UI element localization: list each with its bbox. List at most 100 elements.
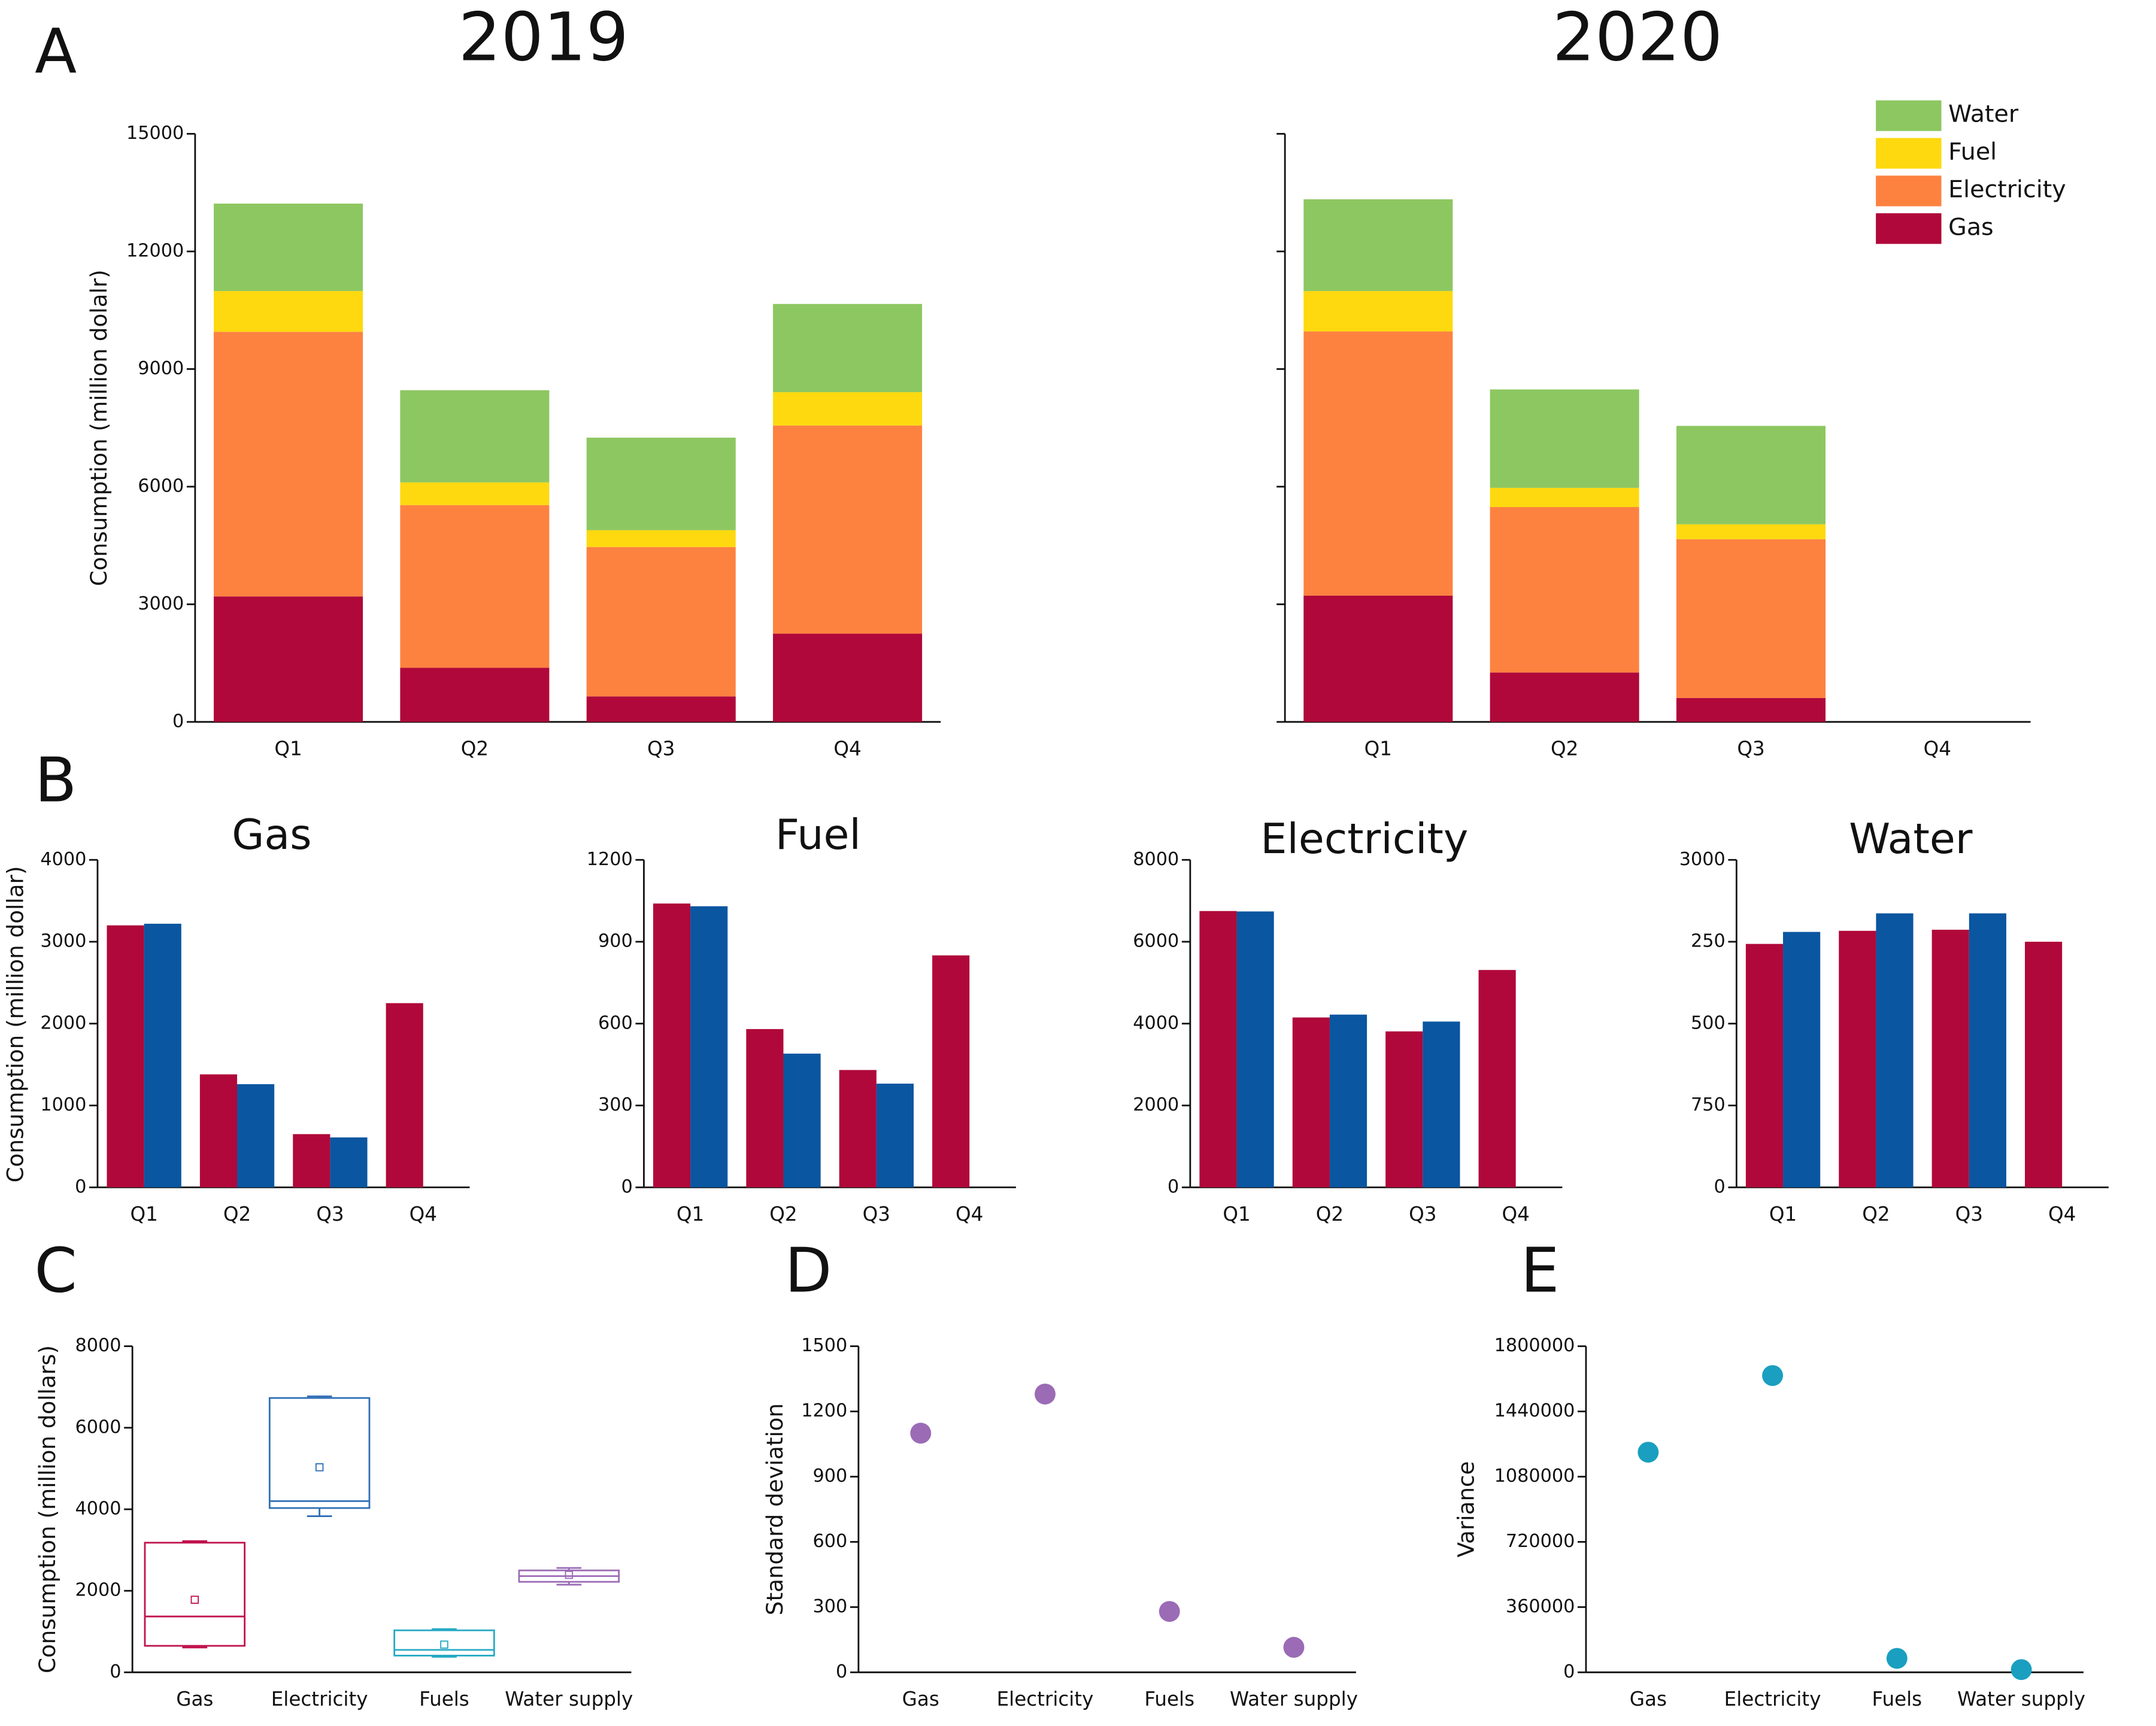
- bar: [1236, 911, 1274, 1188]
- point: [1159, 1601, 1180, 1622]
- y-tick-label: 1000: [40, 1094, 86, 1115]
- bar: [690, 906, 728, 1188]
- x-tick-label: Q2: [223, 1203, 251, 1226]
- bar: [293, 1134, 330, 1188]
- panel-label: A: [35, 16, 77, 87]
- x-tick-label: Gas: [176, 1688, 213, 1710]
- bar: [1839, 930, 1876, 1188]
- y-axis-label: Variance: [1453, 1461, 1479, 1558]
- panel-label: B: [35, 745, 77, 816]
- bar: [1931, 929, 1969, 1188]
- x-tick-label: Q4: [833, 737, 861, 760]
- y-tick-label: 4000: [1133, 1012, 1179, 1033]
- y-tick-label: 1800000: [1494, 1335, 1575, 1356]
- y-tick-label: 1200: [587, 849, 633, 870]
- bar: [2025, 942, 2063, 1188]
- x-tick-label: Q3: [647, 737, 675, 760]
- bar-segment: [1303, 291, 1453, 332]
- bar-segment: [1490, 506, 1639, 673]
- bar: [1745, 944, 1784, 1188]
- bar-segment: [773, 633, 923, 722]
- y-tick-label: 0: [836, 1661, 847, 1682]
- y-tick-label: 1200: [801, 1400, 847, 1421]
- bar: [144, 923, 181, 1188]
- y-tick-label: 3000: [138, 593, 184, 614]
- bar: [746, 1029, 784, 1188]
- y-tick-label: 600: [598, 1012, 633, 1033]
- box: [144, 1542, 246, 1647]
- x-tick-label: Q1: [130, 1203, 157, 1226]
- chart-title: Electricity: [1260, 815, 1468, 863]
- y-axis-label: Consumption (million dollars): [34, 1345, 60, 1673]
- y-tick-label: 360000: [1506, 1596, 1575, 1617]
- bar: [237, 1084, 275, 1188]
- y-tick-label: 900: [598, 931, 633, 952]
- bar-segment: [1490, 672, 1639, 722]
- x-tick-label: Electricity: [271, 1688, 368, 1710]
- chart-title: 2020: [1552, 0, 1723, 77]
- bar-segment: [1490, 389, 1639, 488]
- x-tick-label: Q2: [1551, 737, 1578, 760]
- x-tick-label: Fuels: [1872, 1688, 1922, 1710]
- y-tick-label: 8000: [1133, 849, 1179, 870]
- y-tick-label: 0: [110, 1661, 121, 1682]
- x-tick-label: Q1: [1223, 1203, 1250, 1226]
- bar-segment: [586, 530, 736, 547]
- y-tick-label: 4000: [75, 1498, 122, 1519]
- y-tick-label: 600: [813, 1531, 848, 1552]
- point: [910, 1422, 932, 1444]
- legend-swatch: [1876, 175, 1942, 207]
- legend-label: Water: [1948, 101, 2019, 128]
- bar: [876, 1084, 914, 1188]
- x-tick-label: Water supply: [1230, 1688, 1358, 1710]
- point: [1762, 1365, 1784, 1387]
- y-tick-label: 900: [813, 1466, 848, 1487]
- y-tick-label: 3000: [40, 931, 86, 952]
- bar-segment: [400, 482, 550, 505]
- x-tick-label: Q4: [410, 1203, 437, 1226]
- chart-title: 2019: [459, 0, 629, 77]
- bar: [1199, 911, 1237, 1188]
- x-tick-label: Q1: [677, 1203, 704, 1226]
- x-tick-label: Q3: [1737, 737, 1764, 760]
- x-tick-label: Fuels: [419, 1688, 469, 1710]
- x-tick-label: Q3: [316, 1203, 344, 1226]
- legend-label: Gas: [1948, 213, 1994, 241]
- chart-title: Gas: [232, 811, 311, 859]
- y-tick-label: 2000: [75, 1580, 122, 1601]
- y-tick-label: 12000: [126, 240, 184, 261]
- bar: [1876, 913, 1914, 1188]
- y-tick-label: 8000: [75, 1335, 122, 1356]
- chart-title: Water: [1849, 815, 1973, 863]
- y-tick-label: 2000: [1133, 1094, 1179, 1115]
- x-tick-label: Q4: [1924, 737, 1951, 760]
- bar: [1329, 1014, 1367, 1188]
- bar-segment: [1676, 524, 1826, 539]
- point: [1638, 1442, 1659, 1463]
- bar-segment: [773, 304, 923, 393]
- bar: [1969, 913, 2006, 1188]
- bar-segment: [1490, 487, 1639, 507]
- y-tick-label: 9000: [138, 358, 184, 379]
- bar-segment: [586, 438, 736, 530]
- mean-marker: [565, 1570, 574, 1579]
- chart-title: Fuel: [775, 811, 861, 859]
- bar-segment: [1303, 595, 1453, 722]
- bar: [1423, 1021, 1460, 1188]
- bar: [653, 903, 691, 1188]
- legend-label: Electricity: [1948, 175, 2066, 203]
- bar-segment: [1676, 697, 1826, 722]
- bar-segment: [214, 204, 363, 292]
- x-tick-label: Q3: [863, 1203, 890, 1226]
- bar: [783, 1053, 821, 1188]
- y-tick-label: 0: [1168, 1176, 1179, 1197]
- y-tick-label: 2000: [40, 1012, 86, 1033]
- panel-label: D: [785, 1236, 832, 1307]
- panel-label: C: [34, 1236, 77, 1307]
- mean-marker: [440, 1640, 448, 1649]
- bar: [839, 1070, 877, 1188]
- bar: [1783, 932, 1821, 1188]
- y-tick-label: 500: [1691, 1012, 1726, 1033]
- x-tick-label: Q3: [1955, 1203, 1983, 1226]
